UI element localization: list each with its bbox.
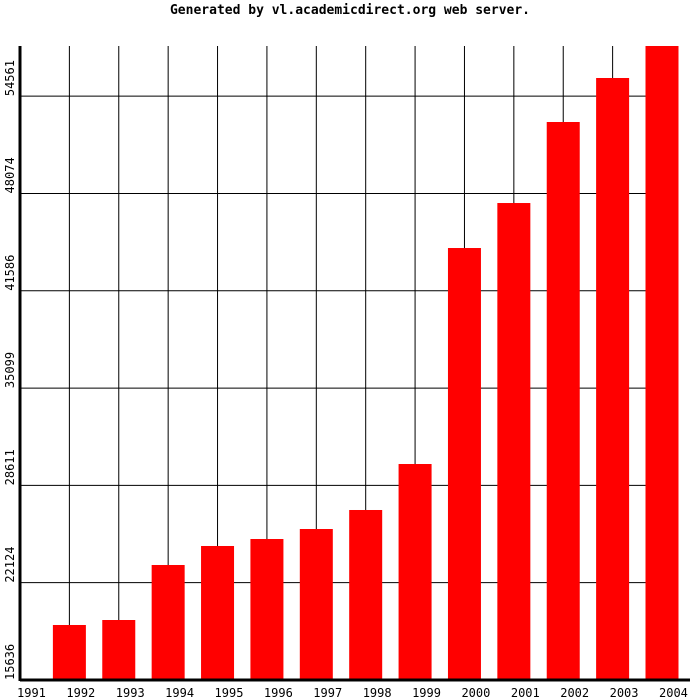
x-tick-label: 2000	[461, 686, 490, 700]
chart-title: Generated by vl.academicdirect.org web s…	[170, 3, 530, 18]
y-tick-label: 15636	[3, 644, 17, 680]
bar	[349, 509, 383, 680]
x-tick-label: 1998	[363, 686, 392, 700]
bar	[52, 624, 86, 680]
x-tick-label: 2002	[560, 686, 589, 700]
x-tick-label: 1997	[313, 686, 342, 700]
y-tick-label: 22124	[3, 547, 17, 583]
bar	[151, 564, 185, 680]
x-tick-label: 2001	[511, 686, 540, 700]
bar	[102, 620, 136, 680]
bar	[299, 528, 333, 680]
bar	[447, 248, 481, 681]
x-tick-label: 1995	[215, 686, 244, 700]
bar	[201, 545, 235, 680]
bar	[497, 203, 531, 680]
x-tick-label: 1993	[116, 686, 145, 700]
y-tick-label: 48074	[3, 157, 17, 193]
y-tick-label: 54561	[3, 60, 17, 96]
x-tick-label: 2003	[610, 686, 639, 700]
x-tick-label: 1992	[66, 686, 95, 700]
y-tick-label: 35099	[3, 352, 17, 388]
bar	[546, 122, 580, 680]
bar	[596, 77, 630, 680]
x-tick-label: 1994	[165, 686, 194, 700]
y-tick-label: 28611	[3, 449, 17, 485]
x-tick-label: 1991	[17, 686, 46, 700]
bar	[645, 46, 679, 680]
x-tick-label: 1996	[264, 686, 293, 700]
bar	[250, 539, 284, 680]
y-tick-label: 41586	[3, 255, 17, 291]
bar	[398, 464, 432, 680]
x-tick-label: 2004	[659, 686, 688, 700]
x-tick-label: 1999	[412, 686, 441, 700]
